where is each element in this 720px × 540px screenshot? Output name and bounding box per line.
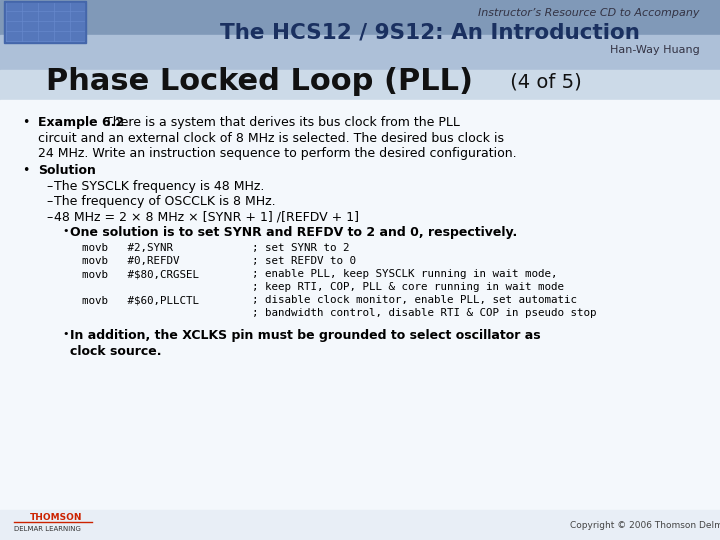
Text: movb   #2,SYNR: movb #2,SYNR (82, 243, 173, 253)
Text: •: • (62, 329, 68, 339)
Bar (0, 100, 720, 510)
Text: 24 MHz. Write an instruction sequence to perform the desired configuration.: 24 MHz. Write an instruction sequence to… (38, 147, 517, 160)
Bar (6, 3, 84, 41)
Bar (0, 0, 720, 35)
Text: •: • (22, 116, 30, 129)
Text: •: • (22, 164, 30, 177)
Bar (0, 70, 720, 100)
Text: circuit and an external clock of 8 MHz is selected. The desired bus clock is: circuit and an external clock of 8 MHz i… (38, 132, 504, 145)
Text: movb   #$60,PLLCTL: movb #$60,PLLCTL (82, 295, 199, 305)
Text: Solution: Solution (38, 164, 96, 177)
Bar (4, 1, 86, 43)
Text: The frequency of OSCCLK is 8 MHz.: The frequency of OSCCLK is 8 MHz. (54, 195, 276, 208)
Text: ; set SYNR to 2: ; set SYNR to 2 (252, 243, 349, 253)
Text: The HCS12 / 9S12: An Introduction: The HCS12 / 9S12: An Introduction (220, 23, 640, 43)
Text: movb   #$80,CRGSEL: movb #$80,CRGSEL (82, 269, 199, 279)
Text: One solution is to set SYNR and REFDV to 2 and 0, respectively.: One solution is to set SYNR and REFDV to… (70, 226, 517, 239)
Text: ; set REFDV to 0: ; set REFDV to 0 (252, 256, 356, 266)
Bar (0, 510, 720, 540)
Text: –: – (46, 195, 53, 208)
Text: ; bandwidth control, disable RTI & COP in pseudo stop: ; bandwidth control, disable RTI & COP i… (252, 308, 596, 318)
Text: ; keep RTI, COP, PLL & core running in wait mode: ; keep RTI, COP, PLL & core running in w… (252, 282, 564, 292)
Text: 48 MHz = 2 × 8 MHz × [SYNR + 1] /[REFDV + 1]: 48 MHz = 2 × 8 MHz × [SYNR + 1] /[REFDV … (54, 211, 359, 224)
Text: Example 6.2: Example 6.2 (38, 116, 124, 129)
Text: –: – (46, 211, 53, 224)
Text: (4 of 5): (4 of 5) (504, 72, 582, 91)
Bar (0, 35, 720, 70)
Text: Phase Locked Loop (PLL): Phase Locked Loop (PLL) (47, 68, 474, 97)
Text: There is a system that derives its bus clock from the PLL: There is a system that derives its bus c… (101, 116, 460, 129)
Text: Instructor’s Resource CD to Accompany: Instructor’s Resource CD to Accompany (479, 8, 700, 18)
Text: movb   #0,REFDV: movb #0,REFDV (82, 256, 179, 266)
Text: clock source.: clock source. (70, 345, 161, 357)
Text: Copyright © 2006 Thomson Delmar Learning: Copyright © 2006 Thomson Delmar Learning (570, 521, 720, 530)
Text: The SYSCLK frequency is 48 MHz.: The SYSCLK frequency is 48 MHz. (54, 179, 264, 193)
Text: –: – (46, 179, 53, 193)
Text: DELMAR LEARNING: DELMAR LEARNING (14, 526, 81, 532)
Text: In addition, the XCLKS pin must be grounded to select oscillator as: In addition, the XCLKS pin must be groun… (70, 329, 541, 342)
Text: •: • (62, 226, 68, 236)
Text: ; enable PLL, keep SYSCLK running in wait mode,: ; enable PLL, keep SYSCLK running in wai… (252, 269, 557, 279)
Text: ; disable clock monitor, enable PLL, set automatic: ; disable clock monitor, enable PLL, set… (252, 295, 577, 305)
Text: THOMSON: THOMSON (30, 512, 83, 522)
Text: Han-Way Huang: Han-Way Huang (611, 45, 700, 55)
